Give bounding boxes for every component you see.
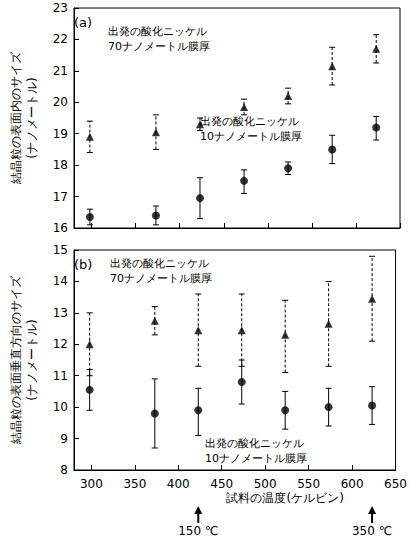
svg-text:18: 18: [53, 158, 68, 172]
svg-text:10ナノメートル膜厚: 10ナノメートル膜厚: [200, 130, 302, 143]
svg-text:550: 550: [297, 477, 320, 491]
svg-text:16: 16: [53, 221, 68, 235]
svg-text:(ナノメートル): (ナノメートル): [25, 77, 39, 158]
svg-text:9: 9: [60, 432, 68, 446]
svg-text:450: 450: [210, 477, 233, 491]
svg-text:結晶粒の表面内のサイズ: 結晶粒の表面内のサイズ: [9, 51, 23, 185]
svg-text:14: 14: [53, 274, 68, 288]
svg-text:出発の酸化ニッケル: 出発の酸化ニッケル: [110, 257, 209, 270]
svg-text:70ナノメートル膜厚: 70ナノメートル膜厚: [108, 40, 210, 53]
svg-text:19: 19: [53, 127, 68, 141]
svg-text:22: 22: [53, 32, 68, 46]
svg-text:150 ℃: 150 ℃: [178, 524, 218, 538]
svg-text:70ナノメートル膜厚: 70ナノメートル膜厚: [110, 272, 212, 285]
svg-text:350: 350: [123, 477, 146, 491]
svg-text:17: 17: [53, 190, 68, 204]
svg-text:15: 15: [53, 243, 68, 257]
svg-text:23: 23: [53, 1, 68, 15]
svg-text:20: 20: [53, 95, 68, 109]
svg-text:11: 11: [53, 369, 68, 383]
svg-text:21: 21: [53, 64, 68, 78]
svg-text:500: 500: [254, 477, 277, 491]
svg-text:13: 13: [53, 306, 68, 320]
svg-text:300: 300: [80, 477, 103, 491]
svg-text:400: 400: [167, 477, 190, 491]
svg-text:600: 600: [341, 477, 364, 491]
svg-text:出発の酸化ニッケル: 出発の酸化ニッケル: [108, 25, 207, 38]
svg-text:出発の酸化ニッケル: 出発の酸化ニッケル: [200, 115, 299, 128]
svg-text:試料の温度(ケルビン): 試料の温度(ケルビン): [226, 491, 343, 505]
svg-text:(a): (a): [74, 15, 92, 30]
svg-text:出発の酸化ニッケル: 出発の酸化ニッケル: [205, 437, 304, 450]
svg-text:結晶粒の表面垂直方向のサイズ: 結晶粒の表面垂直方向のサイズ: [9, 275, 23, 445]
svg-text:10ナノメートル膜厚: 10ナノメートル膜厚: [205, 452, 307, 465]
svg-text:650: 650: [384, 477, 407, 491]
svg-text:(b): (b): [74, 257, 92, 272]
svg-text:12: 12: [53, 337, 68, 351]
svg-text:(ナノメートル): (ナノメートル): [25, 319, 39, 400]
svg-text:8: 8: [60, 463, 68, 477]
svg-text:10: 10: [53, 400, 68, 414]
svg-text:350 ℃: 350 ℃: [352, 524, 392, 538]
